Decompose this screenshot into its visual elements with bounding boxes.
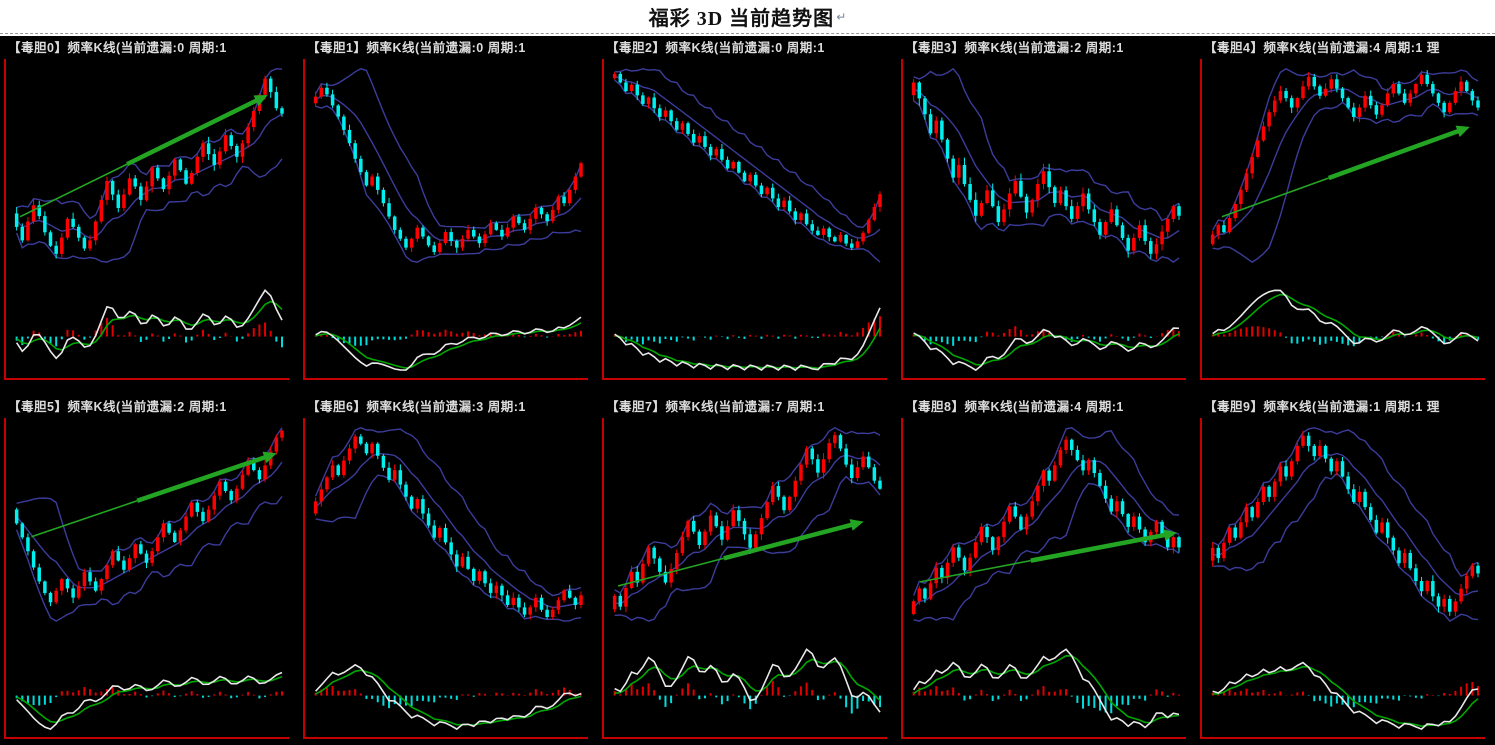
chart-panel-7: 【毒胆7】频率K线(当前遗漏:7 周期:1 xyxy=(598,396,897,741)
paragraph-mark-icon: ↵ xyxy=(836,9,847,24)
panel-chart-frame xyxy=(303,418,588,739)
panel-header: 【毒胆4】频率K线(当前遗漏:4 周期:1 理 xyxy=(1204,41,1440,55)
kline-chart xyxy=(14,427,284,731)
chart-panel-6: 【毒胆6】频率K线(当前遗漏:3 周期:1 xyxy=(299,396,598,741)
trend-arrow-icon xyxy=(1221,125,1470,218)
trend-arrow-icon xyxy=(19,95,268,218)
kline-chart xyxy=(911,67,1181,372)
panel-header: 【毒胆1】频率K线(当前遗漏:0 周期:1 xyxy=(307,41,526,55)
panel-header: 【毒胆6】频率K线(当前遗漏:3 周期:1 xyxy=(307,400,526,414)
panel-header: 【毒胆8】频率K线(当前遗漏:4 周期:1 xyxy=(905,400,1124,414)
chart-panel-3: 【毒胆3】频率K线(当前遗漏:2 周期:1 xyxy=(897,37,1196,382)
panel-header: 【毒胆5】频率K线(当前遗漏:2 周期:1 xyxy=(8,400,227,414)
title-bar: 福彩 3D 当前趋势图 ↵ xyxy=(0,0,1495,34)
chart-panel-4: 【毒胆4】频率K线(当前遗漏:4 周期:1 理 xyxy=(1196,37,1495,382)
panel-chart-frame xyxy=(303,59,588,380)
chart-panel-8: 【毒胆8】频率K线(当前遗漏:4 周期:1 xyxy=(897,396,1196,741)
trend-arrow-icon xyxy=(919,529,1177,583)
kline-chart xyxy=(313,427,583,731)
panel-chart-frame xyxy=(901,59,1186,380)
panel-header: 【毒胆0】频率K线(当前遗漏:0 周期:1 xyxy=(8,41,227,55)
chart-panel-5: 【毒胆5】频率K线(当前遗漏:2 周期:1 xyxy=(0,396,299,741)
kline-chart xyxy=(313,68,583,371)
chart-panel-1: 【毒胆1】频率K线(当前遗漏:0 周期:1 xyxy=(299,37,598,382)
trend-arrow-icon xyxy=(617,519,864,587)
panel-header: 【毒胆3】频率K线(当前遗漏:2 周期:1 xyxy=(905,41,1124,55)
panel-chart-frame xyxy=(4,418,289,739)
kline-chart xyxy=(612,68,882,372)
panel-chart-frame xyxy=(1200,59,1485,380)
panel-chart-frame xyxy=(4,59,289,380)
kline-chart xyxy=(612,427,882,714)
panel-chart-frame xyxy=(602,418,887,739)
page-title: 福彩 3D 当前趋势图 xyxy=(648,8,835,30)
trend-arrow-icon xyxy=(31,451,277,538)
panel-chart-frame xyxy=(1200,418,1485,739)
kline-chart xyxy=(911,427,1181,729)
panel-header: 【毒胆9】频率K线(当前遗漏:1 周期:1 理 xyxy=(1204,400,1440,414)
kline-chart xyxy=(1210,427,1480,731)
panel-chart-frame xyxy=(901,418,1186,739)
chart-panel-2: 【毒胆2】频率K线(当前遗漏:0 周期:1 xyxy=(598,37,897,382)
panel-header: 【毒胆7】频率K线(当前遗漏:7 周期:1 xyxy=(606,400,825,414)
kline-chart xyxy=(14,68,284,360)
charts-board: 【毒胆0】频率K线(当前遗漏:0 周期:1 【毒胆1】频率K线(当前遗漏:0 周… xyxy=(0,36,1495,745)
chart-panel-9: 【毒胆9】频率K线(当前遗漏:1 周期:1 理 xyxy=(1196,396,1495,741)
chart-panel-0: 【毒胆0】频率K线(当前遗漏:0 周期:1 xyxy=(0,37,299,382)
kline-chart xyxy=(1210,67,1480,347)
panel-header: 【毒胆2】频率K线(当前遗漏:0 周期:1 xyxy=(606,41,825,55)
panel-chart-frame xyxy=(602,59,887,380)
